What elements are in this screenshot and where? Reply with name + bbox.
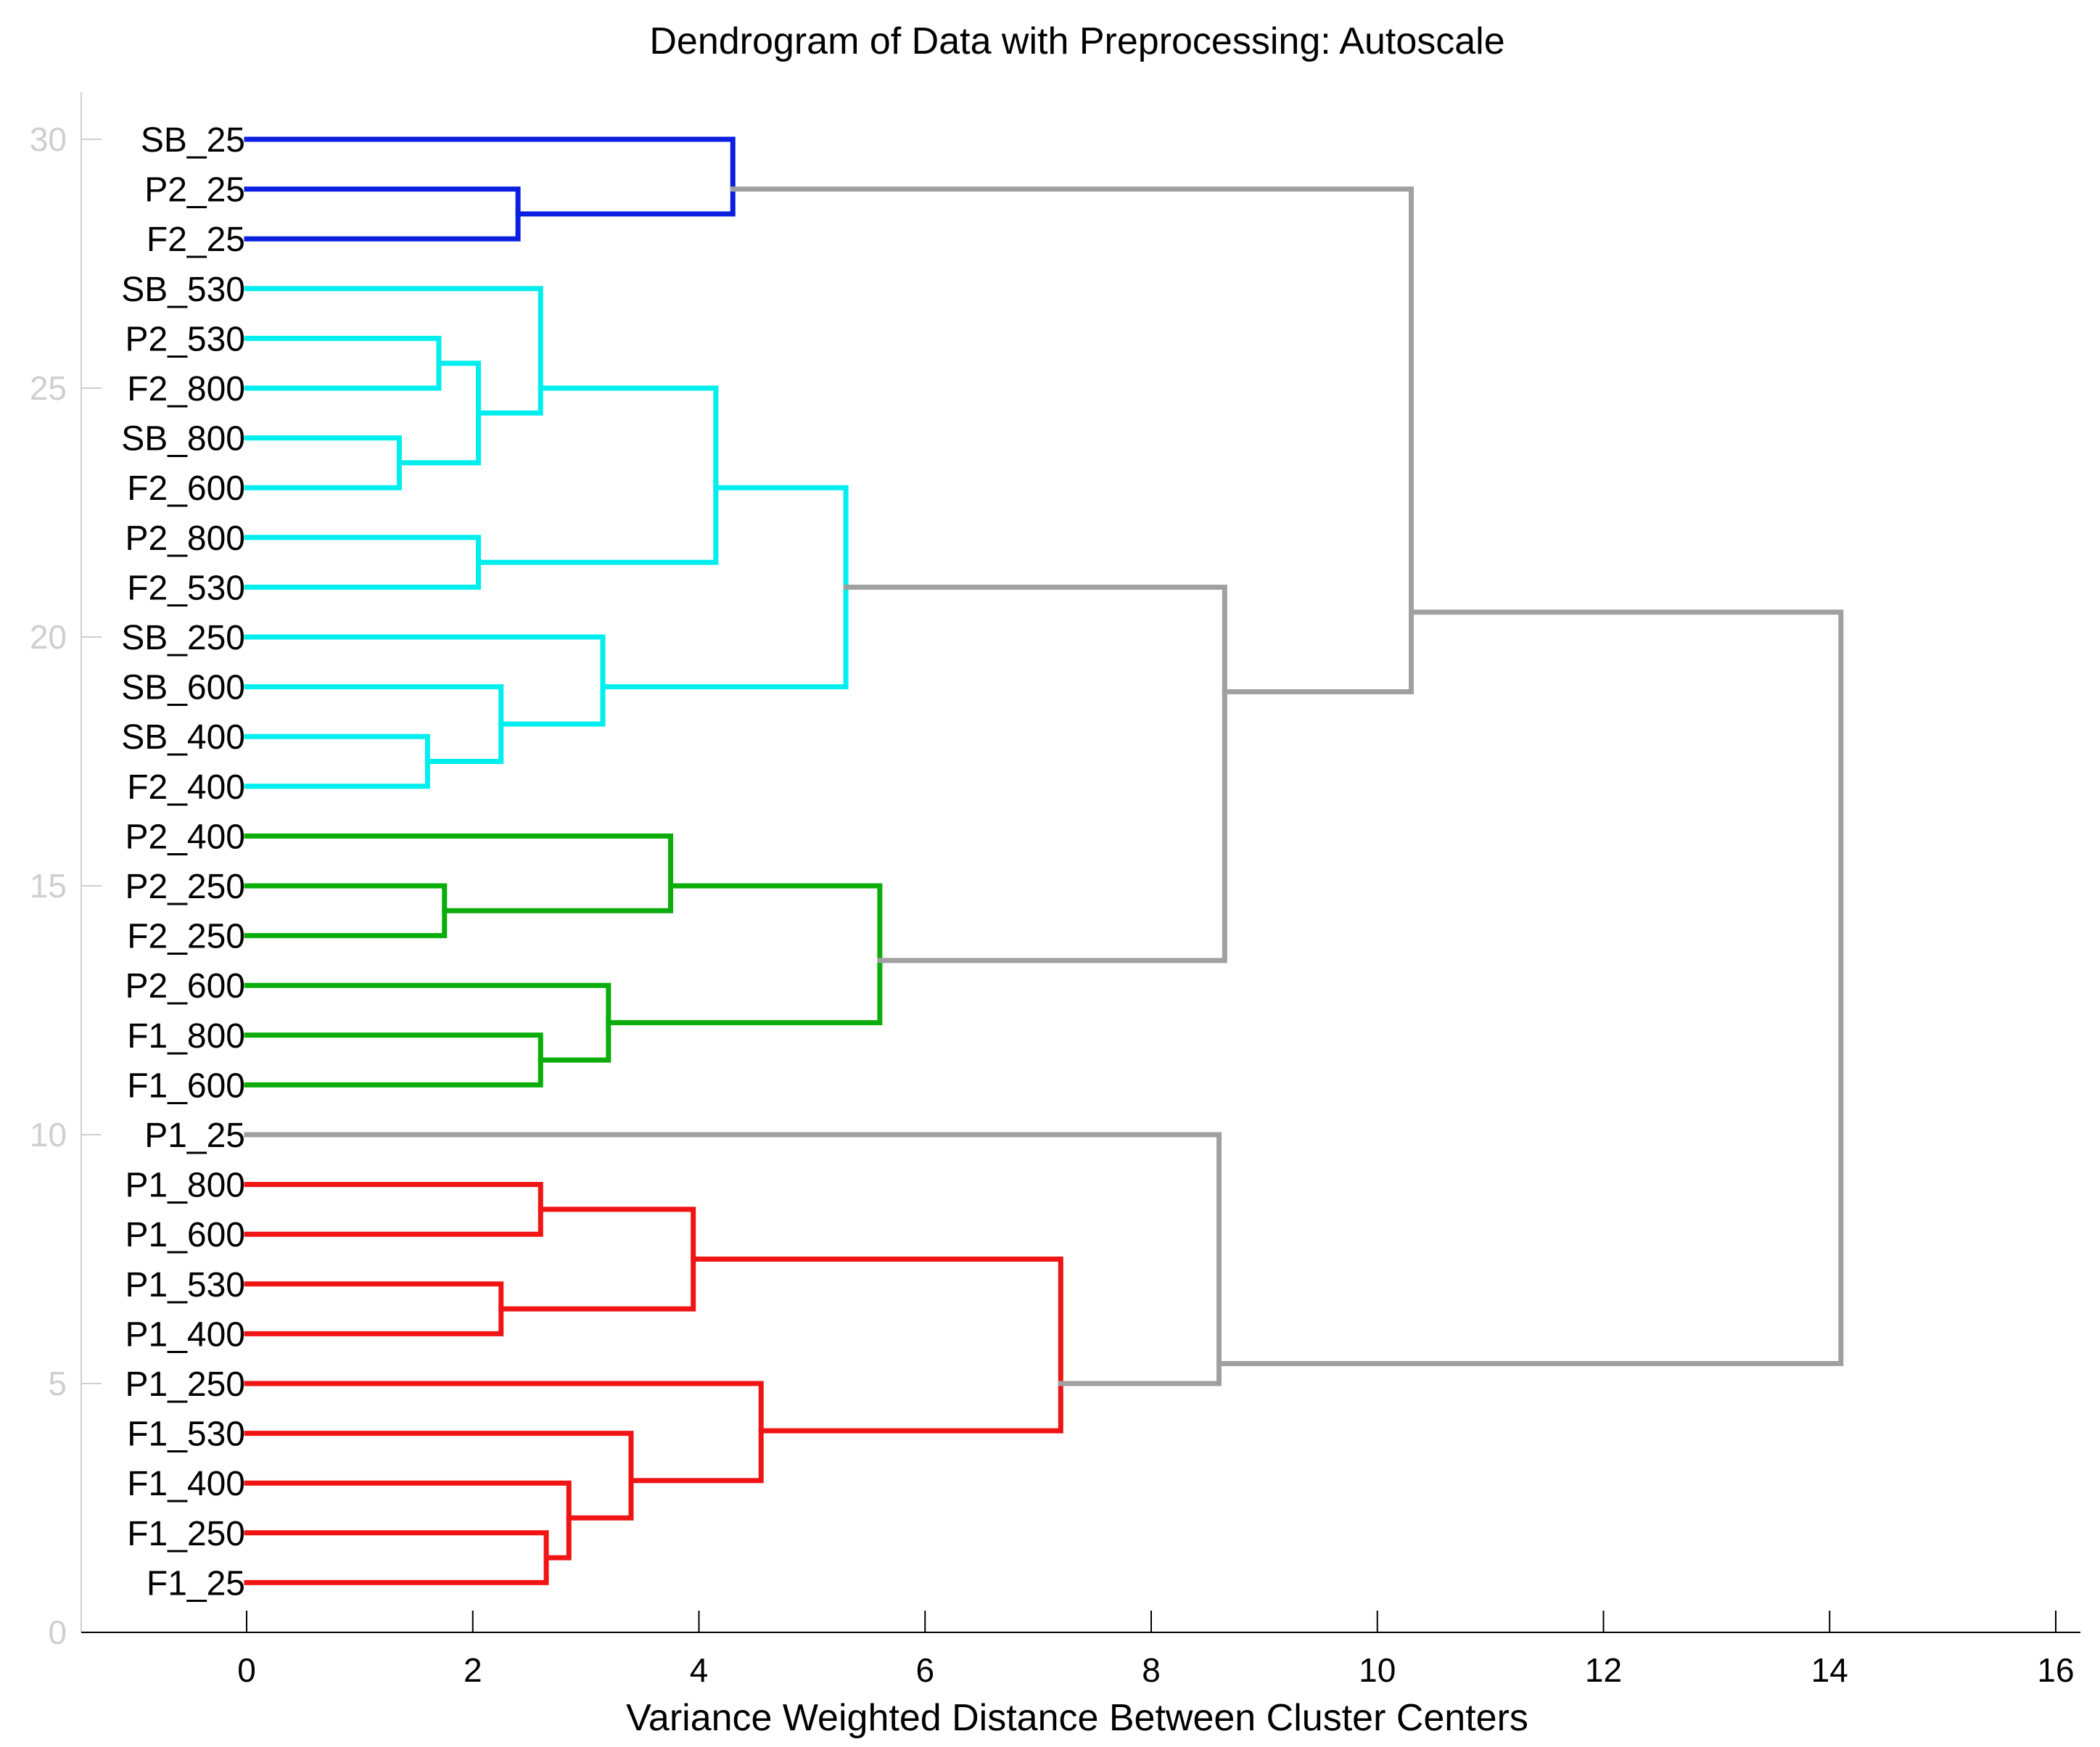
leaf-label: P1_25 (144, 1117, 245, 1155)
y-tick-label: 5 (48, 1365, 67, 1402)
link-27 (244, 1132, 1222, 1386)
leaf-label: P2_400 (125, 818, 246, 856)
leaf-label: P2_600 (125, 967, 246, 1006)
link-12 (244, 883, 448, 939)
leaf-label: SB_25 (141, 121, 245, 160)
leaf-label: F1_250 (127, 1515, 245, 1553)
link-6 (244, 535, 482, 590)
y-tick-label: 20 (30, 618, 67, 656)
link-10 (244, 634, 606, 727)
leaf-label: P1_600 (125, 1216, 246, 1254)
leaf-label: SB_400 (121, 718, 245, 757)
y-tick-label: 25 (30, 369, 67, 407)
leaf-label: P2_800 (125, 519, 246, 558)
x-tick-label: 16 (2037, 1651, 2074, 1689)
x-axis-label: Variance Weighted Distance Between Clust… (626, 1697, 1528, 1739)
link-21 (498, 1207, 696, 1312)
x-tick-label: 10 (1359, 1651, 1396, 1689)
leaf-label: F2_600 (127, 469, 245, 508)
link-11 (600, 485, 849, 690)
link-18 (730, 186, 1415, 694)
x-tick-label: 12 (1585, 1651, 1622, 1689)
leaf-label: P1_250 (125, 1365, 246, 1404)
link-9 (244, 684, 504, 764)
leaf-label: SB_250 (121, 619, 245, 657)
link-16 (606, 883, 883, 1026)
y-tick-label: 15 (30, 867, 67, 905)
link-2 (244, 335, 442, 391)
leaf-label: P2_25 (144, 171, 245, 210)
link-19 (244, 1182, 543, 1237)
leaf-label: F1_400 (127, 1465, 245, 1503)
leaf-label: F1_600 (127, 1066, 245, 1105)
x-tick-label: 4 (690, 1651, 709, 1689)
link-17 (843, 584, 1227, 963)
leaf-label: P1_530 (125, 1266, 246, 1304)
x-tick-label: 14 (1811, 1651, 1848, 1689)
leaf-label: P1_800 (125, 1167, 246, 1205)
leaf-labels: SB_25 P2_25 F2_25 SB_530 P2_530 F2_800 SB_800 F… (121, 121, 245, 1603)
leaf-label: SB_600 (121, 669, 245, 707)
x-tick-label: 0 (237, 1651, 256, 1689)
link-0 (244, 186, 521, 242)
leaf-label: F2_530 (127, 569, 245, 607)
link-28 (1216, 609, 1844, 1367)
x-tick-label: 8 (1142, 1651, 1161, 1689)
y-tick-label: 0 (48, 1614, 67, 1651)
chart-title: Dendrogram of Data with Preprocessing: A… (649, 20, 1504, 62)
x-tick-label: 6 (915, 1651, 934, 1689)
link-7 (476, 385, 719, 565)
leaf-label: F2_400 (127, 768, 245, 807)
leaf-label: P2_530 (125, 320, 246, 358)
leaf-label: P1_400 (125, 1315, 246, 1354)
link-13 (244, 833, 674, 913)
link-22 (244, 1530, 549, 1585)
y-axis: 0 5 10 15 20 25 30 (30, 92, 102, 1651)
leaf-label: SB_800 (121, 420, 245, 459)
leaf-label: F2_800 (127, 370, 245, 408)
link-8 (244, 733, 430, 789)
dendrogram-links (244, 136, 1844, 1585)
leaf-label: F1_800 (127, 1017, 245, 1056)
leaf-label: F2_25 (147, 221, 245, 259)
link-20 (244, 1281, 504, 1336)
leaf-label: F1_25 (147, 1564, 245, 1603)
leaf-label: SB_530 (121, 271, 245, 309)
leaf-label: P2_250 (125, 868, 246, 906)
link-5 (244, 286, 543, 416)
leaf-label: F1_530 (127, 1415, 245, 1454)
leaf-label: F2_250 (127, 918, 245, 956)
link-26 (691, 1257, 1063, 1434)
link-24 (244, 1431, 634, 1521)
link-3 (244, 435, 402, 490)
link-23 (244, 1480, 572, 1561)
link-14 (244, 1032, 543, 1088)
y-tick-label: 10 (30, 1116, 67, 1154)
x-axis: 0 2 4 6 8 10 12 14 16 (81, 1611, 2080, 1689)
link-15 (244, 982, 612, 1063)
y-tick-label: 30 (30, 120, 67, 158)
x-tick-label: 2 (464, 1651, 482, 1689)
link-1 (244, 136, 736, 217)
